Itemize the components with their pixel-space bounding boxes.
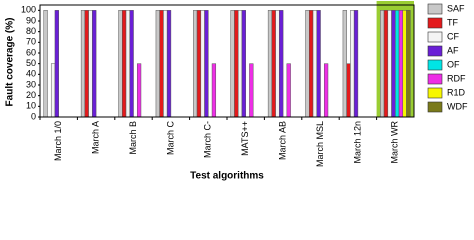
legend-label: R1D [447, 87, 466, 97]
bar [398, 10, 404, 118]
y-tick-label: 20 [26, 90, 36, 100]
bar [249, 63, 254, 118]
y-tick-label: 0 [31, 111, 36, 121]
legend-swatch [427, 3, 443, 15]
bar [50, 63, 56, 118]
bar [323, 63, 329, 118]
x-axis-label: Test algorithms [190, 171, 264, 182]
bar [241, 10, 246, 118]
legend-label: SAF [447, 3, 465, 13]
bar [155, 10, 160, 118]
bar [387, 10, 392, 118]
bar [84, 10, 89, 118]
bar [204, 10, 209, 118]
y-tick-label: 100 [21, 5, 36, 15]
y-tick-label: 70 [26, 37, 36, 47]
legend-label: CF [447, 31, 459, 41]
bar [200, 10, 205, 118]
legend-label: WDF [447, 101, 468, 111]
chart: Fault coverage (%) Test algorithms 01020… [5, 1, 468, 182]
bar [383, 10, 389, 118]
y-tick-label: 30 [26, 79, 36, 89]
x-tick-label: March MSL [315, 121, 325, 167]
y-tick-label: 50 [26, 58, 36, 68]
legend-swatch [427, 101, 443, 113]
bar [230, 10, 235, 118]
y-axis-label: Fault coverage (%) [5, 18, 16, 107]
legend-swatch [427, 73, 443, 85]
bar [193, 10, 198, 118]
legend-swatch [427, 17, 443, 29]
bar [211, 63, 217, 118]
bar [305, 10, 310, 118]
legend-swatch [427, 45, 443, 57]
legend-label: OF [447, 59, 460, 69]
bar [234, 10, 239, 118]
x-tick-label: March B [128, 121, 138, 155]
plot-frame [39, 4, 415, 118]
bar [163, 10, 168, 118]
bar [309, 10, 314, 118]
bar [402, 10, 407, 118]
bar [129, 10, 134, 118]
bar [122, 10, 127, 118]
y-tick-label: 60 [26, 47, 36, 57]
bar [380, 10, 385, 118]
y-tick-label: 80 [26, 26, 36, 36]
x-tick-label: March 12n [352, 121, 362, 164]
x-tick-label: March WR [390, 121, 400, 164]
x-tick-label: March A [90, 121, 100, 154]
y-tick-label: 10 [26, 101, 36, 111]
bar [275, 10, 280, 118]
bar [267, 10, 273, 118]
x-tick-label: MATS++ [240, 121, 250, 156]
x-tick-label: March 1/0 [53, 121, 63, 161]
y-tick-label: 90 [26, 15, 36, 25]
bar [92, 10, 97, 118]
bar [88, 10, 93, 118]
bar [54, 10, 59, 118]
bar [406, 10, 411, 118]
bar [118, 10, 123, 118]
bar [80, 10, 86, 118]
legend-swatch [427, 87, 443, 99]
bar [279, 10, 284, 118]
bar [136, 63, 142, 118]
x-tick-label: March C [165, 121, 175, 156]
y-tick-label: 40 [26, 69, 36, 79]
bar [350, 10, 355, 118]
bar [342, 10, 347, 118]
legend-label: AF [447, 45, 459, 55]
bar [125, 10, 131, 118]
bar [286, 63, 291, 118]
bar [391, 10, 396, 118]
legend-swatch [427, 31, 443, 43]
x-tick-label: March AB [277, 121, 287, 160]
bar [346, 63, 351, 118]
bar [316, 10, 321, 118]
bar [271, 10, 276, 118]
x-tick-label: March C- [203, 121, 213, 158]
bar [395, 10, 400, 118]
bar [166, 10, 172, 118]
bar [159, 10, 164, 118]
bar [312, 10, 318, 118]
bar [237, 10, 243, 118]
bar [43, 10, 48, 118]
bar [353, 10, 359, 118]
legend-swatch [427, 59, 443, 71]
bar [196, 10, 202, 118]
legend-label: TF [447, 17, 458, 27]
legend-label: RDF [447, 73, 466, 83]
